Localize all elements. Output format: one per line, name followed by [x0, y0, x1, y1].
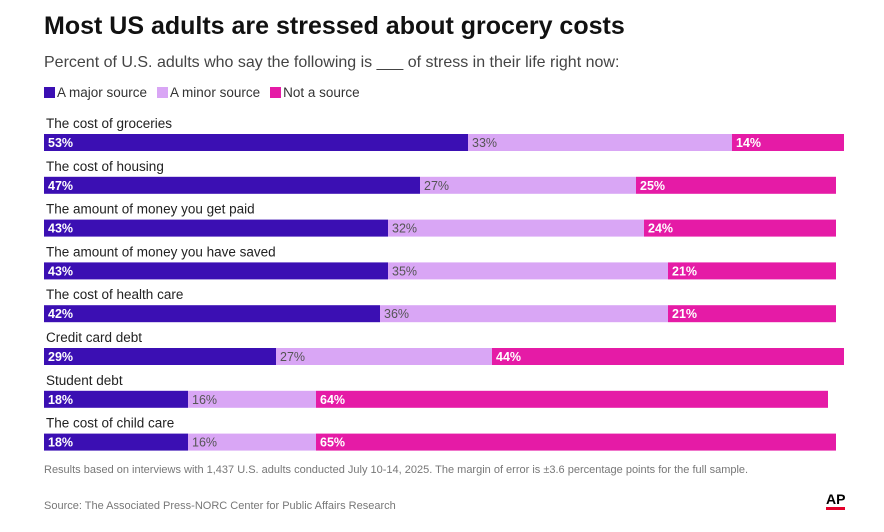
bar-a-minor-source-the-amount-of-money-you-get-paid [388, 219, 644, 237]
data-label-a-major-source-student-debt: 18% [48, 393, 73, 407]
bar-a-minor-source-the-cost-of-groceries [468, 134, 732, 151]
category-label-student-debt: Student debt [46, 373, 123, 388]
category-label-the-amount-of-money-you-have-saved: The amount of money you have saved [46, 244, 276, 259]
data-label-a-minor-source-the-amount-of-money-you-get-paid: 32% [392, 222, 417, 236]
bar-a-minor-source-the-cost-of-housing [420, 176, 636, 194]
category-label-the-cost-of-health-care: The cost of health care [46, 287, 183, 302]
data-label-not-a-source-student-debt: 64% [320, 393, 345, 407]
bar-not-a-source-the-cost-of-health-care [668, 305, 836, 323]
data-label-a-major-source-the-amount-of-money-you-have-saved: 43% [48, 264, 73, 278]
data-label-a-minor-source-the-cost-of-health-care: 36% [384, 307, 409, 321]
bar-a-major-source-the-amount-of-money-you-get-paid [44, 219, 388, 237]
bar-not-a-source-student-debt [316, 390, 828, 408]
legend-label-major: A major source [57, 85, 148, 100]
category-label-the-amount-of-money-you-get-paid: The amount of money you get paid [46, 202, 255, 217]
legend-label-not: Not a source [283, 85, 360, 100]
bar-not-a-source-the-cost-of-groceries [732, 134, 844, 151]
category-label-the-cost-of-housing: The cost of housing [46, 159, 164, 174]
bar-not-a-source-the-amount-of-money-you-have-saved [668, 262, 836, 280]
bar-a-major-source-the-cost-of-child-care [44, 433, 188, 451]
data-label-not-a-source-the-cost-of-health-care: 21% [672, 307, 697, 321]
bar-a-major-source-student-debt [44, 390, 188, 408]
category-label-the-cost-of-child-care: The cost of child care [46, 416, 174, 431]
bar-not-a-source-credit-card-debt [492, 348, 844, 365]
category-label-the-cost-of-groceries: The cost of groceries [46, 116, 172, 131]
data-label-a-minor-source-the-amount-of-money-you-have-saved: 35% [392, 264, 417, 278]
data-label-a-major-source-the-cost-of-child-care: 18% [48, 436, 73, 450]
data-label-a-minor-source-the-cost-of-child-care: 16% [192, 436, 217, 450]
bar-a-minor-source-the-cost-of-health-care [380, 305, 668, 323]
data-label-a-major-source-the-cost-of-housing: 47% [48, 179, 73, 193]
stacked-bar-chart: The cost of groceries 53% 33% 14% The cost o… [44, 116, 844, 451]
bar-not-a-source-the-cost-of-housing [636, 176, 836, 194]
data-label-not-a-source-the-cost-of-housing: 25% [640, 179, 665, 193]
data-label-not-a-source-the-cost-of-groceries: 14% [736, 136, 761, 150]
bar-a-major-source-the-cost-of-housing [44, 176, 420, 194]
legend-item-minor: A minor source [157, 85, 260, 100]
footnote: Results based on interviews with 1,437 U… [44, 464, 749, 476]
data-label-not-a-source-credit-card-debt: 44% [496, 350, 521, 364]
bar-a-major-source-credit-card-debt [44, 348, 276, 365]
ap-logo: AP [826, 492, 846, 510]
legend-label-minor: A minor source [170, 85, 261, 100]
bar-a-minor-source-student-debt [188, 390, 316, 408]
data-label-not-a-source-the-cost-of-child-care: 65% [320, 436, 345, 450]
data-label-a-minor-source-credit-card-debt: 27% [280, 350, 305, 364]
bar-a-major-source-the-amount-of-money-you-have-saved [44, 262, 388, 280]
data-label-a-minor-source-the-cost-of-housing: 27% [424, 179, 449, 193]
legend-item-not: Not a source [270, 85, 360, 100]
legend-swatch-not [270, 87, 282, 98]
data-label-a-major-source-the-cost-of-groceries: 53% [48, 136, 73, 150]
chart-title: Most US adults are stressed about grocer… [44, 12, 625, 40]
legend-swatch-minor [157, 87, 169, 98]
data-label-not-a-source-the-amount-of-money-you-get-paid: 24% [648, 222, 673, 236]
source-note: Source: The Associated Press-NORC Center… [44, 500, 396, 512]
legend: A major source A minor source Not a sour… [44, 85, 360, 100]
data-label-not-a-source-the-amount-of-money-you-have-saved: 21% [672, 264, 697, 278]
data-label-a-major-source-credit-card-debt: 29% [48, 350, 73, 364]
bar-not-a-source-the-amount-of-money-you-get-paid [644, 219, 836, 237]
legend-item-major: A major source [44, 85, 147, 100]
category-label-credit-card-debt: Credit card debt [46, 330, 142, 345]
chart-subtitle: Percent of U.S. adults who say the follo… [44, 54, 620, 71]
data-label-a-minor-source-the-cost-of-groceries: 33% [472, 136, 497, 150]
bar-a-minor-source-the-cost-of-child-care [188, 433, 316, 451]
bar-not-a-source-the-cost-of-child-care [316, 433, 836, 451]
bar-a-minor-source-the-amount-of-money-you-have-saved [388, 262, 668, 280]
bar-a-minor-source-credit-card-debt [276, 348, 492, 365]
legend-swatch-major [44, 87, 55, 98]
data-label-a-major-source-the-amount-of-money-you-get-paid: 43% [48, 222, 73, 236]
bar-a-major-source-the-cost-of-groceries [44, 134, 468, 151]
data-label-a-minor-source-student-debt: 16% [192, 393, 217, 407]
bar-a-major-source-the-cost-of-health-care [44, 305, 380, 323]
data-label-a-major-source-the-cost-of-health-care: 42% [48, 307, 73, 321]
